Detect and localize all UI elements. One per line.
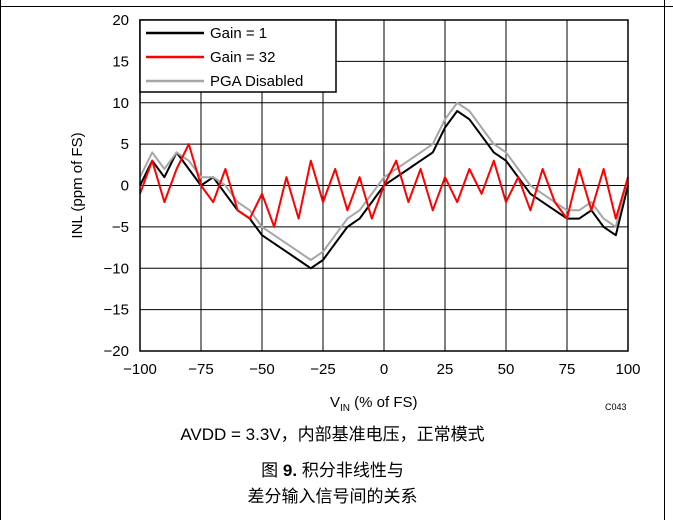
y-tick-label: 0 — [121, 178, 129, 195]
figure-code: C043 — [605, 402, 627, 412]
chart-legend: Gain = 1 Gain = 32 PGA Disabled — [139, 19, 337, 93]
legend-label: Gain = 1 — [210, 25, 267, 42]
y-tick-label: −5 — [112, 219, 129, 236]
x-tick-label: −100 — [123, 361, 157, 378]
x-tick-label: −50 — [249, 361, 274, 378]
y-tick-label: 5 — [121, 136, 129, 153]
x-axis-label: VIN (% of FS) — [330, 394, 418, 414]
y-tick-label: −15 — [104, 302, 129, 319]
y-tick-label: 20 — [112, 12, 129, 29]
figure-caption-line2: 差分输入信号间的关系 — [247, 487, 418, 506]
plot-frame — [139, 19, 629, 352]
x-tick-label: −75 — [188, 361, 213, 378]
x-tick-label: 0 — [380, 361, 388, 378]
y-tick-label: 10 — [112, 95, 129, 112]
inl-chart: −100 −75 −50 −25 0 25 50 75 10020151050−5−10−15−… — [69, 12, 641, 378]
x-tick-label: 75 — [559, 361, 576, 378]
legend-label: Gain = 32 — [210, 49, 275, 66]
figure-caption-line1: 图 9. 积分非线性与 — [261, 461, 404, 480]
chart-series — [139, 101, 629, 270]
x-tick-label: 25 — [437, 361, 454, 378]
series-line-gain-32 — [139, 143, 629, 228]
y-axis-label: INL (ppm of FS) — [69, 132, 86, 238]
legend-label: PGA Disabled — [210, 73, 303, 90]
tick-labels: −100 −75 −50 −25 0 25 50 75 10020151050−5−10−15−… — [104, 12, 641, 378]
y-tick-label: −10 — [104, 260, 129, 277]
x-tick-label: 50 — [498, 361, 515, 378]
top-rule — [0, 6, 673, 7]
y-tick-label: 15 — [112, 53, 129, 70]
y-tick-label: −20 — [104, 343, 129, 360]
x-tick-label: −25 — [310, 361, 335, 378]
test-condition: AVDD = 3.3V，内部基准电压，正常模式 — [180, 425, 485, 444]
x-tick-label: 100 — [615, 361, 640, 378]
